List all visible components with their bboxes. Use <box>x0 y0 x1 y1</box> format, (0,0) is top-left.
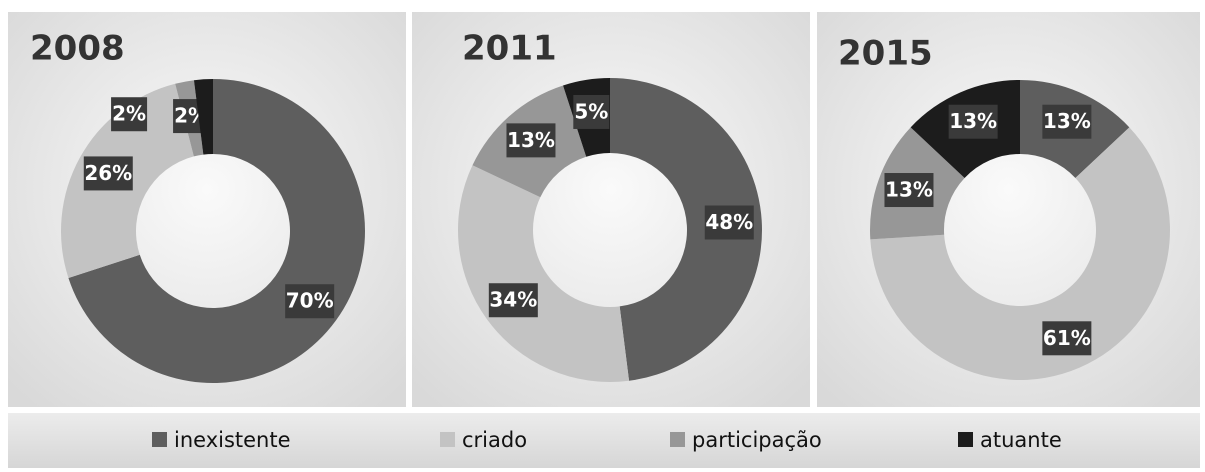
legend-label: inexistente <box>174 428 291 452</box>
label-box <box>488 283 538 318</box>
value-label: 61% <box>1043 326 1091 350</box>
label-box <box>111 97 148 132</box>
legend-label: participação <box>692 428 822 452</box>
value-label: 13% <box>885 178 933 202</box>
donut-slice <box>458 165 630 382</box>
chart-title: 2011 <box>462 29 557 69</box>
legend-swatch <box>670 432 685 447</box>
label-box <box>83 156 133 191</box>
donut-slice <box>193 79 213 155</box>
legend-swatch <box>440 432 455 447</box>
legend-label: criado <box>462 428 527 452</box>
value-label: 48% <box>705 210 753 234</box>
label-box <box>884 173 934 208</box>
value-label: 5% <box>574 99 608 123</box>
label-box <box>285 284 335 319</box>
chart-title: 2015 <box>838 34 933 74</box>
value-label: 70% <box>286 289 334 313</box>
label-box <box>573 94 610 129</box>
value-label: 34% <box>489 288 537 312</box>
value-label: 13% <box>949 109 997 133</box>
value-label: 13% <box>1043 109 1091 133</box>
label-box <box>1042 104 1092 139</box>
donut-slice <box>610 77 763 381</box>
legend-panel <box>8 413 1200 468</box>
label-box <box>1042 321 1092 356</box>
label-box <box>704 205 754 240</box>
label-box <box>948 104 998 139</box>
label-box <box>506 123 556 158</box>
donut-slice <box>870 127 1171 380</box>
value-label: 13% <box>507 128 555 152</box>
value-label: 2% <box>112 102 146 126</box>
legend-swatch <box>152 432 167 447</box>
legend-swatch <box>958 432 973 447</box>
chart-title: 2008 <box>30 29 125 69</box>
legend-label: atuante <box>980 428 1062 452</box>
value-label: 26% <box>84 161 132 185</box>
